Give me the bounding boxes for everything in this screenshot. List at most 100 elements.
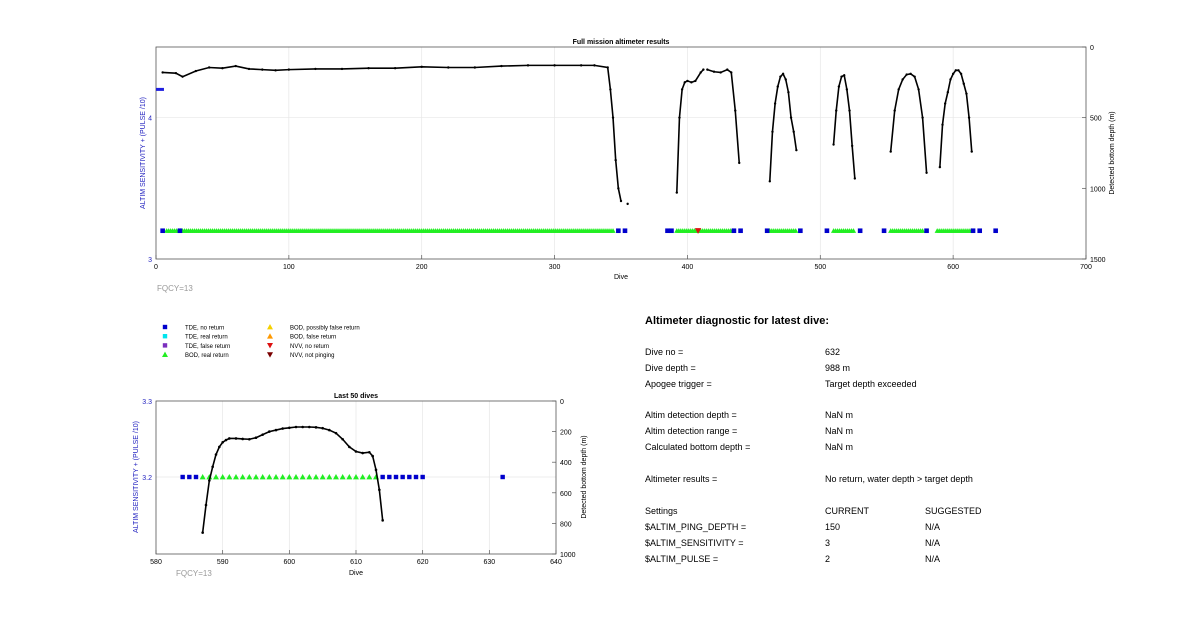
depth-point bbox=[593, 64, 596, 67]
setting-suggested: N/A bbox=[925, 538, 941, 548]
bod-real-return-marker bbox=[279, 474, 286, 480]
depth-point bbox=[348, 445, 351, 449]
tde-no-return-marker bbox=[407, 474, 412, 480]
depth-point bbox=[208, 479, 211, 482]
depth-point bbox=[609, 88, 612, 91]
depth-point bbox=[853, 177, 857, 180]
depth-point bbox=[261, 68, 264, 71]
depth-point bbox=[161, 71, 164, 74]
depth-point bbox=[957, 69, 960, 72]
top-x-tick-label: 0 bbox=[154, 264, 158, 271]
legend-marker bbox=[162, 343, 168, 348]
tde-no-return-marker bbox=[616, 228, 621, 234]
tde-no-return-marker bbox=[387, 474, 392, 480]
depth-point bbox=[328, 428, 331, 432]
bottom-marks bbox=[180, 425, 505, 534]
bottom-x-tick-label: 600 bbox=[283, 559, 295, 566]
depth-point bbox=[354, 450, 358, 453]
depth-point bbox=[340, 67, 344, 71]
bod-real-return-marker bbox=[793, 228, 799, 233]
depth-line bbox=[939, 69, 973, 168]
depth-point bbox=[734, 109, 737, 112]
tde-no-return-marker bbox=[798, 228, 803, 234]
depth-point bbox=[837, 85, 841, 88]
depth-point bbox=[683, 81, 686, 84]
diagnostic-label: Altim detection depth = bbox=[645, 410, 737, 420]
depth-point bbox=[954, 69, 957, 72]
tde-no-return-marker bbox=[738, 228, 743, 234]
top-y-left-tick-label: 4 bbox=[148, 116, 152, 123]
diagnostic-label: Dive depth = bbox=[645, 363, 696, 373]
top-y-right-tick-label: 500 bbox=[1090, 116, 1102, 123]
depth-point bbox=[970, 150, 973, 153]
bod-real-return-marker bbox=[219, 474, 226, 480]
depth-point bbox=[832, 143, 835, 146]
depth-point bbox=[224, 438, 228, 442]
top-y-right-label: Detected bottom depth (m) bbox=[1109, 111, 1116, 194]
bod-real-return-marker bbox=[253, 474, 259, 480]
depth-point bbox=[619, 199, 623, 203]
depth-point bbox=[699, 71, 702, 74]
bottom-x-tick-label: 590 bbox=[217, 559, 229, 566]
depth-point bbox=[792, 130, 795, 133]
depth-point bbox=[194, 69, 198, 73]
depth-point bbox=[949, 78, 952, 81]
depth-point bbox=[228, 437, 231, 440]
depth-point bbox=[374, 468, 378, 472]
depth-point bbox=[686, 79, 689, 83]
bottom-x-tick-label: 620 bbox=[417, 559, 429, 566]
bottom-footnote: FQCY=13 bbox=[176, 569, 212, 578]
top-y-right-tick-label: 1500 bbox=[1090, 257, 1106, 264]
bod-real-return-marker bbox=[326, 474, 333, 480]
tde-no-return-marker bbox=[393, 474, 399, 480]
tde-no-return-marker bbox=[881, 228, 887, 234]
depth-point bbox=[174, 71, 178, 75]
legend-marker bbox=[267, 324, 273, 330]
depth-point bbox=[702, 68, 705, 71]
depth-line bbox=[889, 73, 928, 173]
tde-no-return-marker bbox=[380, 474, 385, 480]
depth-point bbox=[420, 65, 423, 68]
bod-real-return-marker bbox=[610, 228, 616, 233]
depth-point bbox=[368, 450, 371, 454]
bod-real-return-marker bbox=[286, 474, 293, 480]
bod-real-return-marker bbox=[213, 474, 219, 480]
setting-current: 150 bbox=[825, 522, 841, 532]
bod-real-return-marker bbox=[319, 474, 326, 480]
depth-point bbox=[204, 503, 208, 507]
depth-point bbox=[248, 437, 251, 441]
bod-real-return-marker bbox=[206, 474, 213, 480]
tde-no-return-marker bbox=[977, 228, 983, 234]
depth-point bbox=[967, 116, 971, 119]
depth-point bbox=[201, 531, 204, 534]
legend-label: NVV, no return bbox=[290, 344, 329, 350]
top-y-right-tick-label: 1000 bbox=[1090, 186, 1106, 193]
depth-point bbox=[771, 130, 774, 133]
depth-point bbox=[341, 437, 344, 441]
tde-no-return-marker bbox=[420, 474, 425, 480]
depth-point bbox=[221, 67, 224, 70]
depth-point bbox=[938, 165, 942, 169]
legend-label: TDE, false return bbox=[185, 344, 230, 350]
depth-point bbox=[941, 123, 944, 126]
depth-point bbox=[268, 430, 271, 433]
tde-no-return-marker bbox=[180, 474, 185, 480]
depth-point bbox=[214, 453, 218, 456]
depth-line bbox=[707, 68, 741, 163]
bod-real-return-marker bbox=[239, 474, 246, 480]
depth-point bbox=[261, 433, 264, 436]
depth-point bbox=[614, 158, 617, 162]
bottom-chart-title: Last 50 dives bbox=[334, 393, 378, 400]
depth-point bbox=[321, 426, 324, 430]
settings-header-current: CURRENT bbox=[825, 506, 869, 516]
depth-line bbox=[162, 64, 622, 202]
depth-point bbox=[921, 116, 924, 119]
depth-point bbox=[893, 109, 896, 112]
legend-marker bbox=[267, 333, 273, 339]
setting-suggested: N/A bbox=[925, 554, 941, 564]
depth-point bbox=[381, 519, 384, 522]
depth-point bbox=[925, 171, 928, 174]
bottom-x-tick-label: 640 bbox=[550, 559, 562, 566]
bod-real-return-marker bbox=[313, 474, 319, 480]
tde-no-return-marker bbox=[993, 228, 998, 234]
